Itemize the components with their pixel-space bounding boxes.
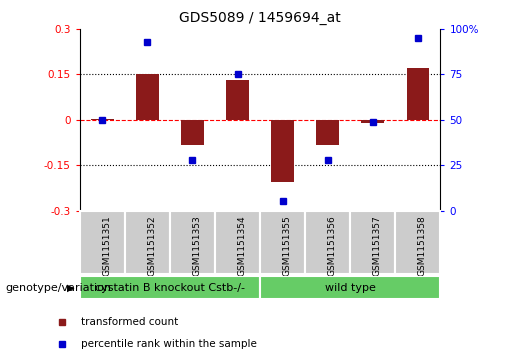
Bar [362, 120, 384, 123]
Bar [215, 211, 260, 274]
Text: genotype/variation: genotype/variation [5, 283, 111, 293]
Text: cystatin B knockout Cstb-/-: cystatin B knockout Cstb-/- [95, 283, 245, 293]
Bar [271, 120, 294, 182]
Bar [260, 211, 305, 274]
Text: GSM1151357: GSM1151357 [373, 215, 382, 276]
Bar [136, 74, 159, 120]
Bar [80, 211, 125, 274]
Text: percentile rank within the sample: percentile rank within the sample [81, 339, 257, 349]
Bar [316, 120, 339, 144]
Bar [125, 211, 170, 274]
Text: GSM1151358: GSM1151358 [418, 215, 427, 276]
Text: GSM1151354: GSM1151354 [237, 215, 247, 276]
Text: GSM1151355: GSM1151355 [283, 215, 291, 276]
Bar [226, 81, 249, 120]
Text: GSM1151353: GSM1151353 [193, 215, 201, 276]
Bar [396, 211, 440, 274]
Bar [406, 68, 429, 120]
Bar [305, 211, 350, 274]
Bar [260, 276, 440, 299]
Title: GDS5089 / 1459694_at: GDS5089 / 1459694_at [179, 11, 341, 25]
Text: wild type: wild type [325, 283, 375, 293]
Text: GSM1151356: GSM1151356 [328, 215, 337, 276]
Bar [80, 276, 260, 299]
Text: ▶: ▶ [67, 283, 75, 293]
Bar [350, 211, 396, 274]
Bar [170, 211, 215, 274]
Text: GSM1151351: GSM1151351 [102, 215, 111, 276]
Text: transformed count: transformed count [81, 317, 178, 327]
Bar [181, 120, 204, 144]
Text: GSM1151352: GSM1151352 [147, 215, 157, 276]
Bar [91, 119, 114, 120]
